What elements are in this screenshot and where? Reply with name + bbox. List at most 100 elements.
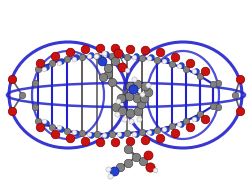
Point — [120, 109, 124, 112]
Point — [146, 84, 150, 87]
Point — [10, 77, 14, 81]
Point — [128, 112, 132, 115]
Point — [124, 68, 128, 71]
Point — [116, 54, 120, 57]
Point — [148, 166, 152, 169]
Point — [36, 67, 40, 70]
Point — [146, 130, 150, 133]
Point — [106, 73, 110, 76]
Point — [65, 57, 69, 60]
Point — [112, 46, 116, 50]
Point — [134, 97, 138, 100]
Point — [148, 130, 152, 133]
Point — [178, 64, 182, 67]
Point — [134, 156, 138, 159]
Point — [215, 81, 219, 84]
Point — [114, 112, 118, 115]
Point — [68, 50, 72, 53]
Point — [132, 56, 136, 59]
Point — [193, 116, 197, 119]
Point — [124, 132, 128, 135]
Point — [100, 75, 104, 78]
Point — [163, 58, 167, 61]
Point — [126, 147, 130, 150]
Point — [161, 60, 165, 63]
Point — [140, 92, 143, 95]
Point — [120, 65, 124, 68]
Point — [134, 132, 138, 136]
Point — [33, 105, 37, 108]
Point — [10, 109, 14, 112]
Point — [148, 56, 152, 59]
Point — [146, 91, 150, 94]
Point — [102, 51, 105, 54]
Point — [102, 133, 105, 136]
Point — [183, 67, 187, 70]
Point — [108, 174, 112, 177]
Point — [36, 119, 40, 122]
Point — [50, 61, 54, 64]
Point — [65, 129, 69, 132]
Point — [118, 97, 122, 100]
Point — [20, 94, 24, 97]
Point — [157, 50, 161, 53]
Point — [142, 97, 146, 100]
Point — [100, 60, 103, 63]
Point — [215, 105, 219, 108]
Point — [130, 88, 134, 91]
Point — [42, 119, 46, 122]
Point — [202, 70, 206, 73]
Point — [140, 160, 144, 163]
Point — [126, 94, 130, 98]
Point — [83, 47, 87, 50]
Point — [83, 139, 87, 143]
Point — [53, 54, 57, 57]
Point — [110, 81, 114, 84]
Point — [87, 132, 91, 136]
Point — [118, 166, 122, 169]
Point — [140, 130, 143, 133]
Point — [38, 61, 42, 64]
Point — [142, 139, 146, 142]
Point — [74, 56, 78, 59]
Point — [116, 99, 119, 102]
Point — [57, 125, 61, 129]
Point — [44, 65, 48, 68]
Point — [42, 67, 46, 70]
Point — [59, 128, 63, 131]
Point — [163, 128, 167, 131]
Point — [80, 132, 84, 135]
Point — [68, 136, 72, 139]
Point — [142, 49, 146, 52]
Point — [136, 118, 140, 121]
Point — [161, 128, 165, 131]
Point — [232, 94, 236, 97]
Point — [176, 122, 180, 125]
Point — [104, 53, 108, 56]
Point — [154, 58, 158, 61]
Point — [106, 167, 110, 170]
Point — [89, 133, 93, 136]
Point — [38, 125, 42, 129]
Point — [102, 53, 105, 57]
Point — [172, 132, 176, 135]
Point — [94, 54, 98, 57]
Point — [44, 122, 48, 125]
Point — [140, 57, 143, 60]
Point — [157, 136, 161, 139]
Point — [53, 132, 57, 136]
Point — [178, 122, 182, 125]
Point — [138, 102, 142, 105]
Point — [172, 56, 176, 59]
Point — [126, 161, 130, 164]
Point — [59, 60, 63, 63]
Point — [94, 54, 98, 57]
Point — [197, 112, 201, 115]
Point — [237, 109, 241, 112]
Point — [142, 84, 146, 88]
Point — [132, 132, 136, 136]
Point — [134, 82, 138, 85]
Point — [202, 118, 206, 121]
Point — [134, 54, 138, 57]
Point — [98, 140, 102, 143]
